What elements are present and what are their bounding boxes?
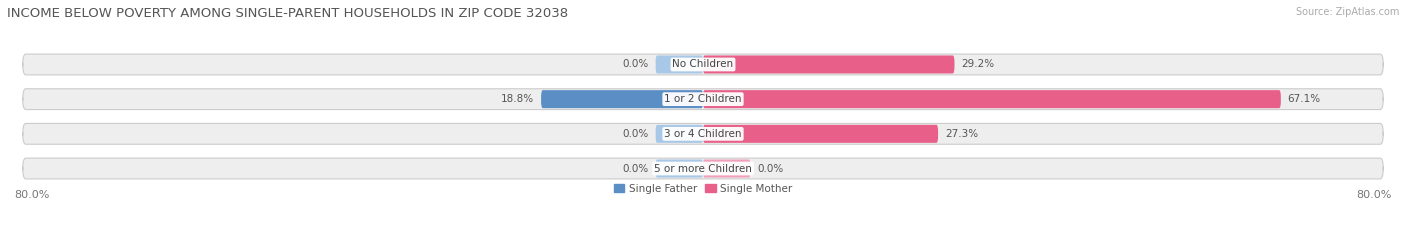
Text: 0.0%: 0.0% (758, 164, 783, 174)
Text: 27.3%: 27.3% (945, 129, 979, 139)
Text: 0.0%: 0.0% (623, 129, 648, 139)
FancyBboxPatch shape (22, 89, 1384, 110)
Text: 29.2%: 29.2% (962, 59, 994, 69)
Text: Source: ZipAtlas.com: Source: ZipAtlas.com (1295, 7, 1399, 17)
FancyBboxPatch shape (22, 54, 1384, 75)
Text: 80.0%: 80.0% (14, 190, 49, 200)
FancyBboxPatch shape (703, 160, 751, 178)
Text: 0.0%: 0.0% (623, 164, 648, 174)
FancyBboxPatch shape (22, 123, 1384, 144)
Text: 67.1%: 67.1% (1288, 94, 1320, 104)
Text: 1 or 2 Children: 1 or 2 Children (664, 94, 742, 104)
FancyBboxPatch shape (541, 90, 703, 108)
Legend: Single Father, Single Mother: Single Father, Single Mother (610, 179, 796, 198)
FancyBboxPatch shape (655, 160, 703, 178)
Text: 0.0%: 0.0% (623, 59, 648, 69)
FancyBboxPatch shape (703, 55, 955, 73)
FancyBboxPatch shape (703, 90, 1281, 108)
Text: 3 or 4 Children: 3 or 4 Children (664, 129, 742, 139)
FancyBboxPatch shape (22, 158, 1384, 179)
FancyBboxPatch shape (703, 125, 938, 143)
Text: INCOME BELOW POVERTY AMONG SINGLE-PARENT HOUSEHOLDS IN ZIP CODE 32038: INCOME BELOW POVERTY AMONG SINGLE-PARENT… (7, 7, 568, 20)
Text: No Children: No Children (672, 59, 734, 69)
Text: 18.8%: 18.8% (501, 94, 534, 104)
Text: 5 or more Children: 5 or more Children (654, 164, 752, 174)
FancyBboxPatch shape (655, 125, 703, 143)
FancyBboxPatch shape (655, 55, 703, 73)
Text: 80.0%: 80.0% (1357, 190, 1392, 200)
